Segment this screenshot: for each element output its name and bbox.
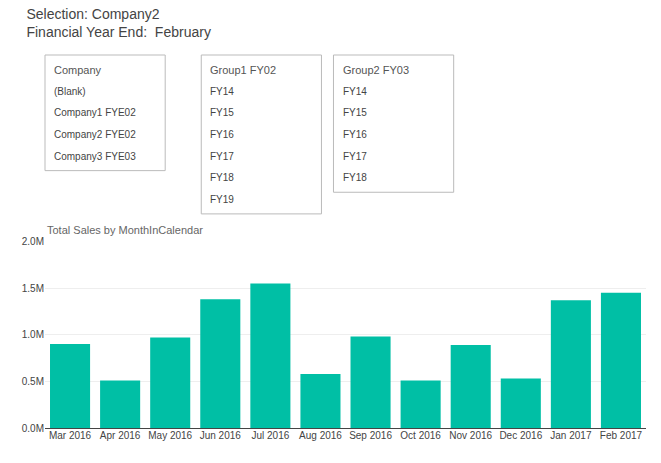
svg-text:Company1 FYE02: Company1 FYE02: [54, 107, 136, 118]
svg-text:FY14: FY14: [210, 86, 234, 97]
svg-text:Oct 2016: Oct 2016: [400, 430, 441, 441]
svg-text:Feb 2017: Feb 2017: [600, 430, 643, 441]
svg-text:Group1 FY02: Group1 FY02: [210, 64, 276, 76]
svg-text:Dec 2016: Dec 2016: [499, 430, 542, 441]
svg-text:FY18: FY18: [210, 172, 234, 183]
svg-text:Apr 2016: Apr 2016: [100, 430, 141, 441]
svg-text:FY16: FY16: [343, 129, 367, 140]
svg-text:Selection: Company2Financial Y: Selection: Company2Financial Year End: F…: [26, 6, 210, 40]
svg-text:0.5M: 0.5M: [22, 376, 44, 387]
svg-text:FY17: FY17: [343, 151, 367, 162]
svg-text:FY16: FY16: [210, 129, 234, 140]
svg-text:Sep 2016: Sep 2016: [349, 430, 392, 441]
svg-text:FY15: FY15: [210, 107, 234, 118]
svg-text:FY19: FY19: [210, 194, 234, 205]
svg-text:Mar 2016: Mar 2016: [49, 430, 92, 441]
svg-text:FY17: FY17: [210, 151, 234, 162]
svg-text:Jun 2016: Jun 2016: [200, 430, 242, 441]
svg-text:2.0M: 2.0M: [22, 236, 44, 247]
svg-text:FY15: FY15: [343, 107, 367, 118]
svg-text:Company2 FYE02: Company2 FYE02: [54, 129, 136, 140]
svg-text:Company: Company: [54, 64, 102, 76]
svg-text:1.0M: 1.0M: [22, 329, 44, 340]
svg-text:May 2016: May 2016: [148, 430, 192, 441]
svg-text:Group2 FY03: Group2 FY03: [343, 64, 409, 76]
svg-text:Jul 2016: Jul 2016: [251, 430, 289, 441]
svg-text:Total Sales by MonthInCalendar: Total Sales by MonthInCalendar: [47, 224, 203, 236]
svg-text:1.5M: 1.5M: [22, 283, 44, 294]
svg-text:Jan 2017: Jan 2017: [550, 430, 592, 441]
svg-text:FY18: FY18: [343, 172, 367, 183]
svg-text:Company3 FYE03: Company3 FYE03: [54, 151, 136, 162]
svg-text:0.0M: 0.0M: [22, 423, 44, 434]
svg-text:Nov 2016: Nov 2016: [449, 430, 492, 441]
svg-text:Aug 2016: Aug 2016: [299, 430, 342, 441]
svg-text:FY14: FY14: [343, 86, 367, 97]
svg-text:(Blank): (Blank): [54, 86, 86, 97]
